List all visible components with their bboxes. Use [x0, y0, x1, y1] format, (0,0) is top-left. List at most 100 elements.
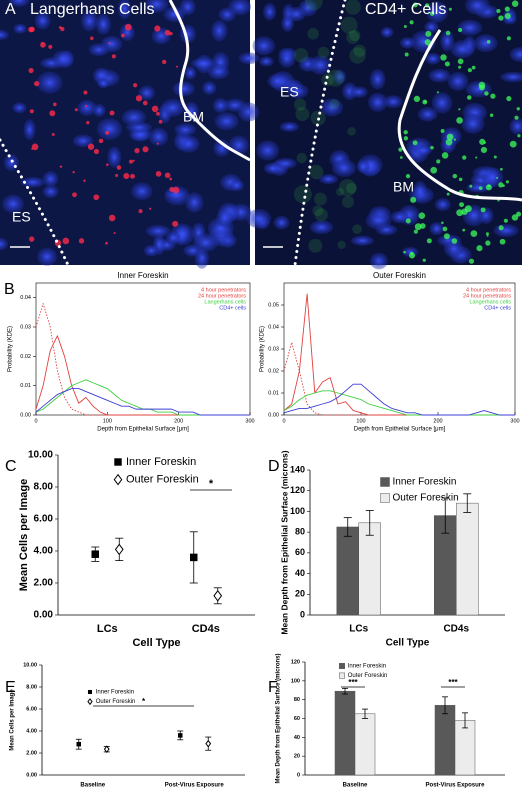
y-tick-label: 0.02: [20, 354, 31, 360]
red-stain: [29, 109, 34, 114]
diamond-marker: [213, 589, 223, 602]
nucleus: [131, 182, 153, 201]
green-stain: [413, 229, 419, 234]
green-stain: [475, 156, 478, 159]
green-stain: [511, 214, 519, 221]
nucleus: [380, 26, 394, 38]
y-tick-label: 20: [295, 589, 305, 599]
diamond-marker: [205, 739, 212, 748]
nucleus: [447, 71, 469, 91]
y-tick-label: 60: [294, 716, 300, 722]
nucleus: [258, 56, 274, 67]
y-tick-label: 6.00: [34, 514, 54, 525]
x-tick-label: Baseline: [343, 783, 368, 789]
green-haze: [309, 164, 324, 180]
nucleus: [429, 221, 445, 236]
nucleus: [34, 11, 51, 30]
green-stain: [426, 238, 432, 244]
green-stain: [409, 252, 416, 259]
red-stain: [142, 146, 149, 153]
epithelial-surface-line: [293, 0, 347, 267]
nucleus: [193, 233, 219, 252]
y-tick-label: 0.05: [268, 302, 279, 308]
green-haze: [329, 99, 340, 110]
red-stain: [60, 26, 65, 32]
red-stain: [115, 174, 119, 178]
red-stain: [87, 143, 95, 150]
epithelial-surface-line: [0, 138, 70, 267]
nucleus: [424, 20, 439, 34]
green-stain: [442, 226, 448, 232]
panel-label: A: [5, 1, 16, 18]
red-stain: [113, 232, 116, 235]
green-stain: [462, 155, 467, 160]
nucleus: [212, 98, 229, 113]
nucleus: [319, 174, 338, 185]
green-haze: [327, 69, 345, 87]
green-stain: [436, 159, 441, 164]
green-stain: [478, 81, 486, 89]
significance-label: *: [142, 697, 146, 706]
green-stain: [441, 152, 449, 159]
green-stain: [403, 250, 406, 254]
green-stain: [424, 3, 430, 8]
red-stain: [108, 214, 116, 222]
red-stain: [83, 179, 86, 183]
legend-label: Inner Foreskin: [348, 664, 386, 670]
square-marker: [190, 553, 198, 562]
x-tick-label: LCs: [97, 623, 118, 635]
red-stain: [149, 207, 152, 210]
chart-title: Inner Foreskin: [117, 271, 168, 280]
green-stain: [484, 91, 489, 96]
nucleus: [37, 247, 57, 266]
nucleus: [81, 10, 98, 32]
nucleus: [190, 58, 216, 69]
nucleus: [246, 209, 272, 229]
green-haze: [349, 29, 361, 42]
x-tick-label: Post-Virus Exposure: [165, 783, 225, 789]
green-haze: [346, 30, 360, 44]
green-stain: [446, 192, 450, 196]
red-stain: [135, 95, 143, 102]
red-stain: [28, 68, 34, 74]
nucleus: [417, 106, 438, 122]
y-tick-label: 0.00: [34, 610, 54, 621]
image-label: ES: [280, 84, 299, 100]
x-tick-label: CD4s: [192, 623, 220, 635]
nucleus: [333, 69, 347, 85]
green-stain: [441, 221, 444, 225]
red-stain: [74, 108, 78, 112]
green-stain: [457, 58, 464, 65]
kde-line: [283, 390, 515, 416]
green-stain: [453, 138, 456, 141]
red-stain: [59, 165, 63, 168]
nucleus: [229, 179, 245, 192]
red-stain: [49, 110, 56, 117]
nucleus: [0, 29, 10, 41]
green-stain: [430, 166, 438, 174]
green-haze: [293, 98, 307, 111]
y-tick-label: 0.01: [268, 390, 279, 396]
nucleus: [267, 73, 289, 89]
red-stain: [156, 142, 159, 145]
green-stain: [493, 155, 497, 159]
x-tick-label: Baseline: [80, 783, 105, 789]
green-stain: [405, 218, 411, 224]
nucleus: [350, 235, 374, 246]
red-stain: [78, 238, 85, 244]
green-stain: [404, 52, 409, 57]
red-stain: [169, 187, 175, 192]
nucleus: [426, 1, 448, 23]
red-stain: [129, 159, 134, 164]
green-stain: [452, 173, 458, 179]
nucleus: [20, 177, 45, 188]
x-tick-label: 300: [510, 418, 519, 424]
green-haze: [293, 185, 312, 204]
nucleus: [216, 208, 234, 227]
legend-label: Outer Foreskin: [393, 493, 459, 504]
red-stain: [83, 90, 88, 95]
nucleus: [331, 159, 357, 177]
x-tick-label: LCs: [349, 624, 368, 635]
nucleus: [97, 78, 110, 89]
green-haze: [337, 240, 346, 250]
